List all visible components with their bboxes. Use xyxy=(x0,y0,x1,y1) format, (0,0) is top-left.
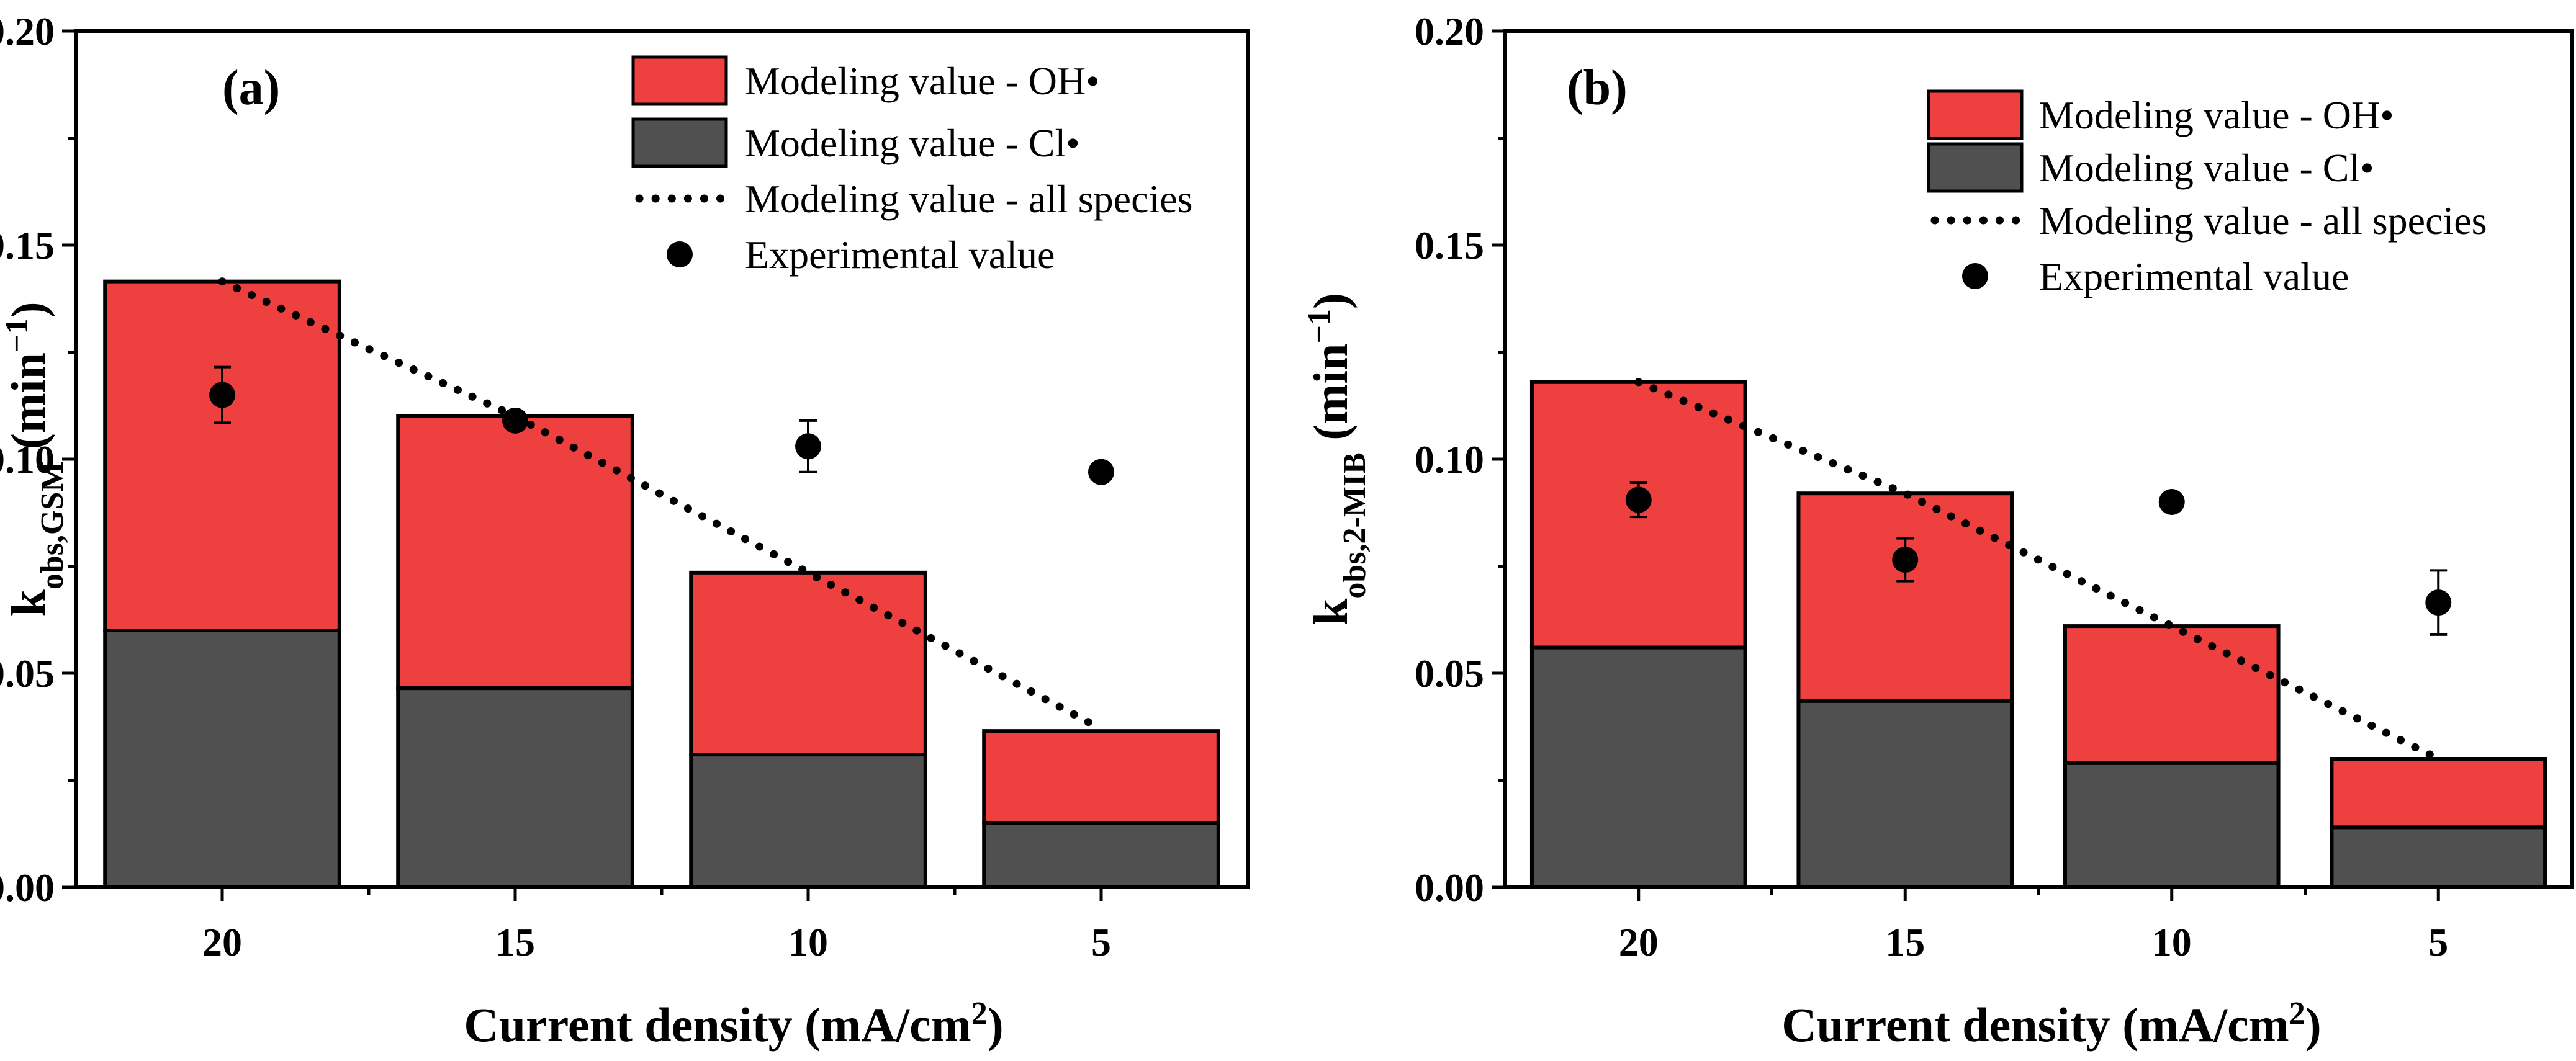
bar-oh-15 xyxy=(396,414,634,691)
y-tick-label: 0.10 xyxy=(0,437,55,481)
y-tick-label: 0.05 xyxy=(1415,651,1484,696)
legend-label-exp: Experimental value xyxy=(2039,254,2349,298)
legend-label-all: Modeling value - all species xyxy=(2039,199,2487,243)
experimental-point-10 xyxy=(2158,489,2185,515)
x-axis-title-main: Current density (mA/cm xyxy=(1781,998,2289,1052)
x-tick-label: 5 xyxy=(1091,920,1111,964)
y-axis-title-end: ) xyxy=(1304,293,1358,309)
x-tick-label: 5 xyxy=(2428,920,2448,964)
bar-oh-10 xyxy=(689,570,927,757)
y-tick-label: 0.05 xyxy=(0,651,55,696)
experimental-point-20 xyxy=(1625,486,1652,513)
legend-label-oh: Modeling value - OH• xyxy=(745,59,1100,103)
panel-label: (a) xyxy=(222,61,280,115)
experimental-point-5 xyxy=(2425,589,2452,616)
y-tick-label: 0.15 xyxy=(0,223,55,267)
bar-cl-15 xyxy=(396,686,634,890)
y-tick-label: 0.00 xyxy=(1415,866,1484,910)
legend-label-all: Modeling value - all species xyxy=(745,177,1193,221)
experimental-point-20 xyxy=(209,382,235,408)
x-tick-label: 20 xyxy=(202,920,242,964)
bar-oh-5 xyxy=(2330,757,2547,830)
x-axis-title-sup: 2 xyxy=(971,996,988,1031)
y-axis-title-sub: obs,GSM xyxy=(35,462,70,590)
x-axis-title-main: Current density (mA/cm xyxy=(464,998,971,1052)
legend-label-cl: Modeling value - Cl• xyxy=(2039,146,2374,190)
y-axis-title-sup: −1 xyxy=(1302,309,1337,344)
x-axis-title-end: ) xyxy=(2305,998,2322,1052)
y-tick-label: 0.00 xyxy=(0,866,55,910)
legend-label-oh: Modeling value - OH• xyxy=(2039,93,2394,137)
bar-cl-10 xyxy=(2063,761,2281,890)
x-tick-label: 15 xyxy=(1885,920,1925,964)
legend-label-cl: Modeling value - Cl• xyxy=(745,121,1080,165)
bar-oh-15 xyxy=(1796,491,2014,703)
x-axis-title: Current density (mA/cm2) xyxy=(1781,996,2321,1052)
legend-swatch-oh xyxy=(1927,89,2024,140)
all-species-line xyxy=(218,277,1106,733)
bar-cl-5 xyxy=(2330,825,2547,890)
y-axis-title-sub: obs,2-MIB xyxy=(1337,452,1372,598)
legend-swatch-exp xyxy=(667,241,693,267)
bar-cl-5 xyxy=(982,821,1220,889)
x-axis-title-end: ) xyxy=(988,998,1004,1052)
y-tick-label: 0.20 xyxy=(1415,9,1484,53)
bar-oh-5 xyxy=(982,729,1220,825)
all-species-line xyxy=(1634,378,2443,763)
x-axis-title-sup: 2 xyxy=(2289,996,2305,1031)
y-axis-title-end: ) xyxy=(1,302,55,318)
y-axis-title-sup: −1 xyxy=(0,318,35,352)
y-tick-label: 0.20 xyxy=(0,9,55,53)
chart-panel-a: 0.00 0.05 0.10 0.15 0.20 20 15 10 5 (a) Current de… xyxy=(0,9,1250,1052)
bar-cl-20 xyxy=(1529,645,1747,889)
x-axis-title: Current density (mA/cm2) xyxy=(464,996,1003,1052)
x-tick-label: 20 xyxy=(1619,920,1659,964)
bar-oh-10 xyxy=(2063,624,2281,765)
y-axis-title-k: k xyxy=(1,589,55,617)
y-axis-title: kobs,2-MIB (min−1) xyxy=(1302,293,1372,625)
chart-panel-b: 0.00 0.05 0.10 0.15 0.20 20 15 10 5 (b) Current de… xyxy=(1302,9,2574,1052)
bar-cl-10 xyxy=(689,753,927,889)
y-axis-title: kobs,GSM (min−1) xyxy=(0,302,70,616)
experimental-point-15 xyxy=(502,407,528,434)
experimental-point-5 xyxy=(1088,459,1114,485)
x-tick-label: 10 xyxy=(2152,920,2192,964)
legend-label-exp: Experimental value xyxy=(745,233,1055,277)
legend-swatch-cl xyxy=(1927,142,2024,193)
legend-swatch-exp xyxy=(1962,263,1988,289)
bar-oh-20 xyxy=(103,279,341,632)
panel-label: (b) xyxy=(1567,61,1628,115)
legend: Modeling value - OH• Modeling value - Cl•… xyxy=(631,55,1193,277)
legend: Modeling value - OH• Modeling value - Cl•… xyxy=(1927,89,2487,298)
x-tick-label: 10 xyxy=(788,920,828,964)
experimental-point-10 xyxy=(795,433,821,460)
x-tick-label: 15 xyxy=(495,920,535,964)
y-tick-label: 0.15 xyxy=(1415,223,1484,267)
y-axis-title-unit: (min xyxy=(1,352,55,462)
bar-cl-20 xyxy=(103,629,341,889)
y-tick-label: 0.10 xyxy=(1415,437,1484,481)
experimental-point-15 xyxy=(1892,547,1919,573)
legend-swatch-cl xyxy=(631,117,728,168)
y-axis-title-unit: (min xyxy=(1304,344,1358,453)
y-axis-title-k: k xyxy=(1304,598,1358,625)
bar-cl-15 xyxy=(1796,699,2014,889)
legend-swatch-oh xyxy=(631,55,728,106)
